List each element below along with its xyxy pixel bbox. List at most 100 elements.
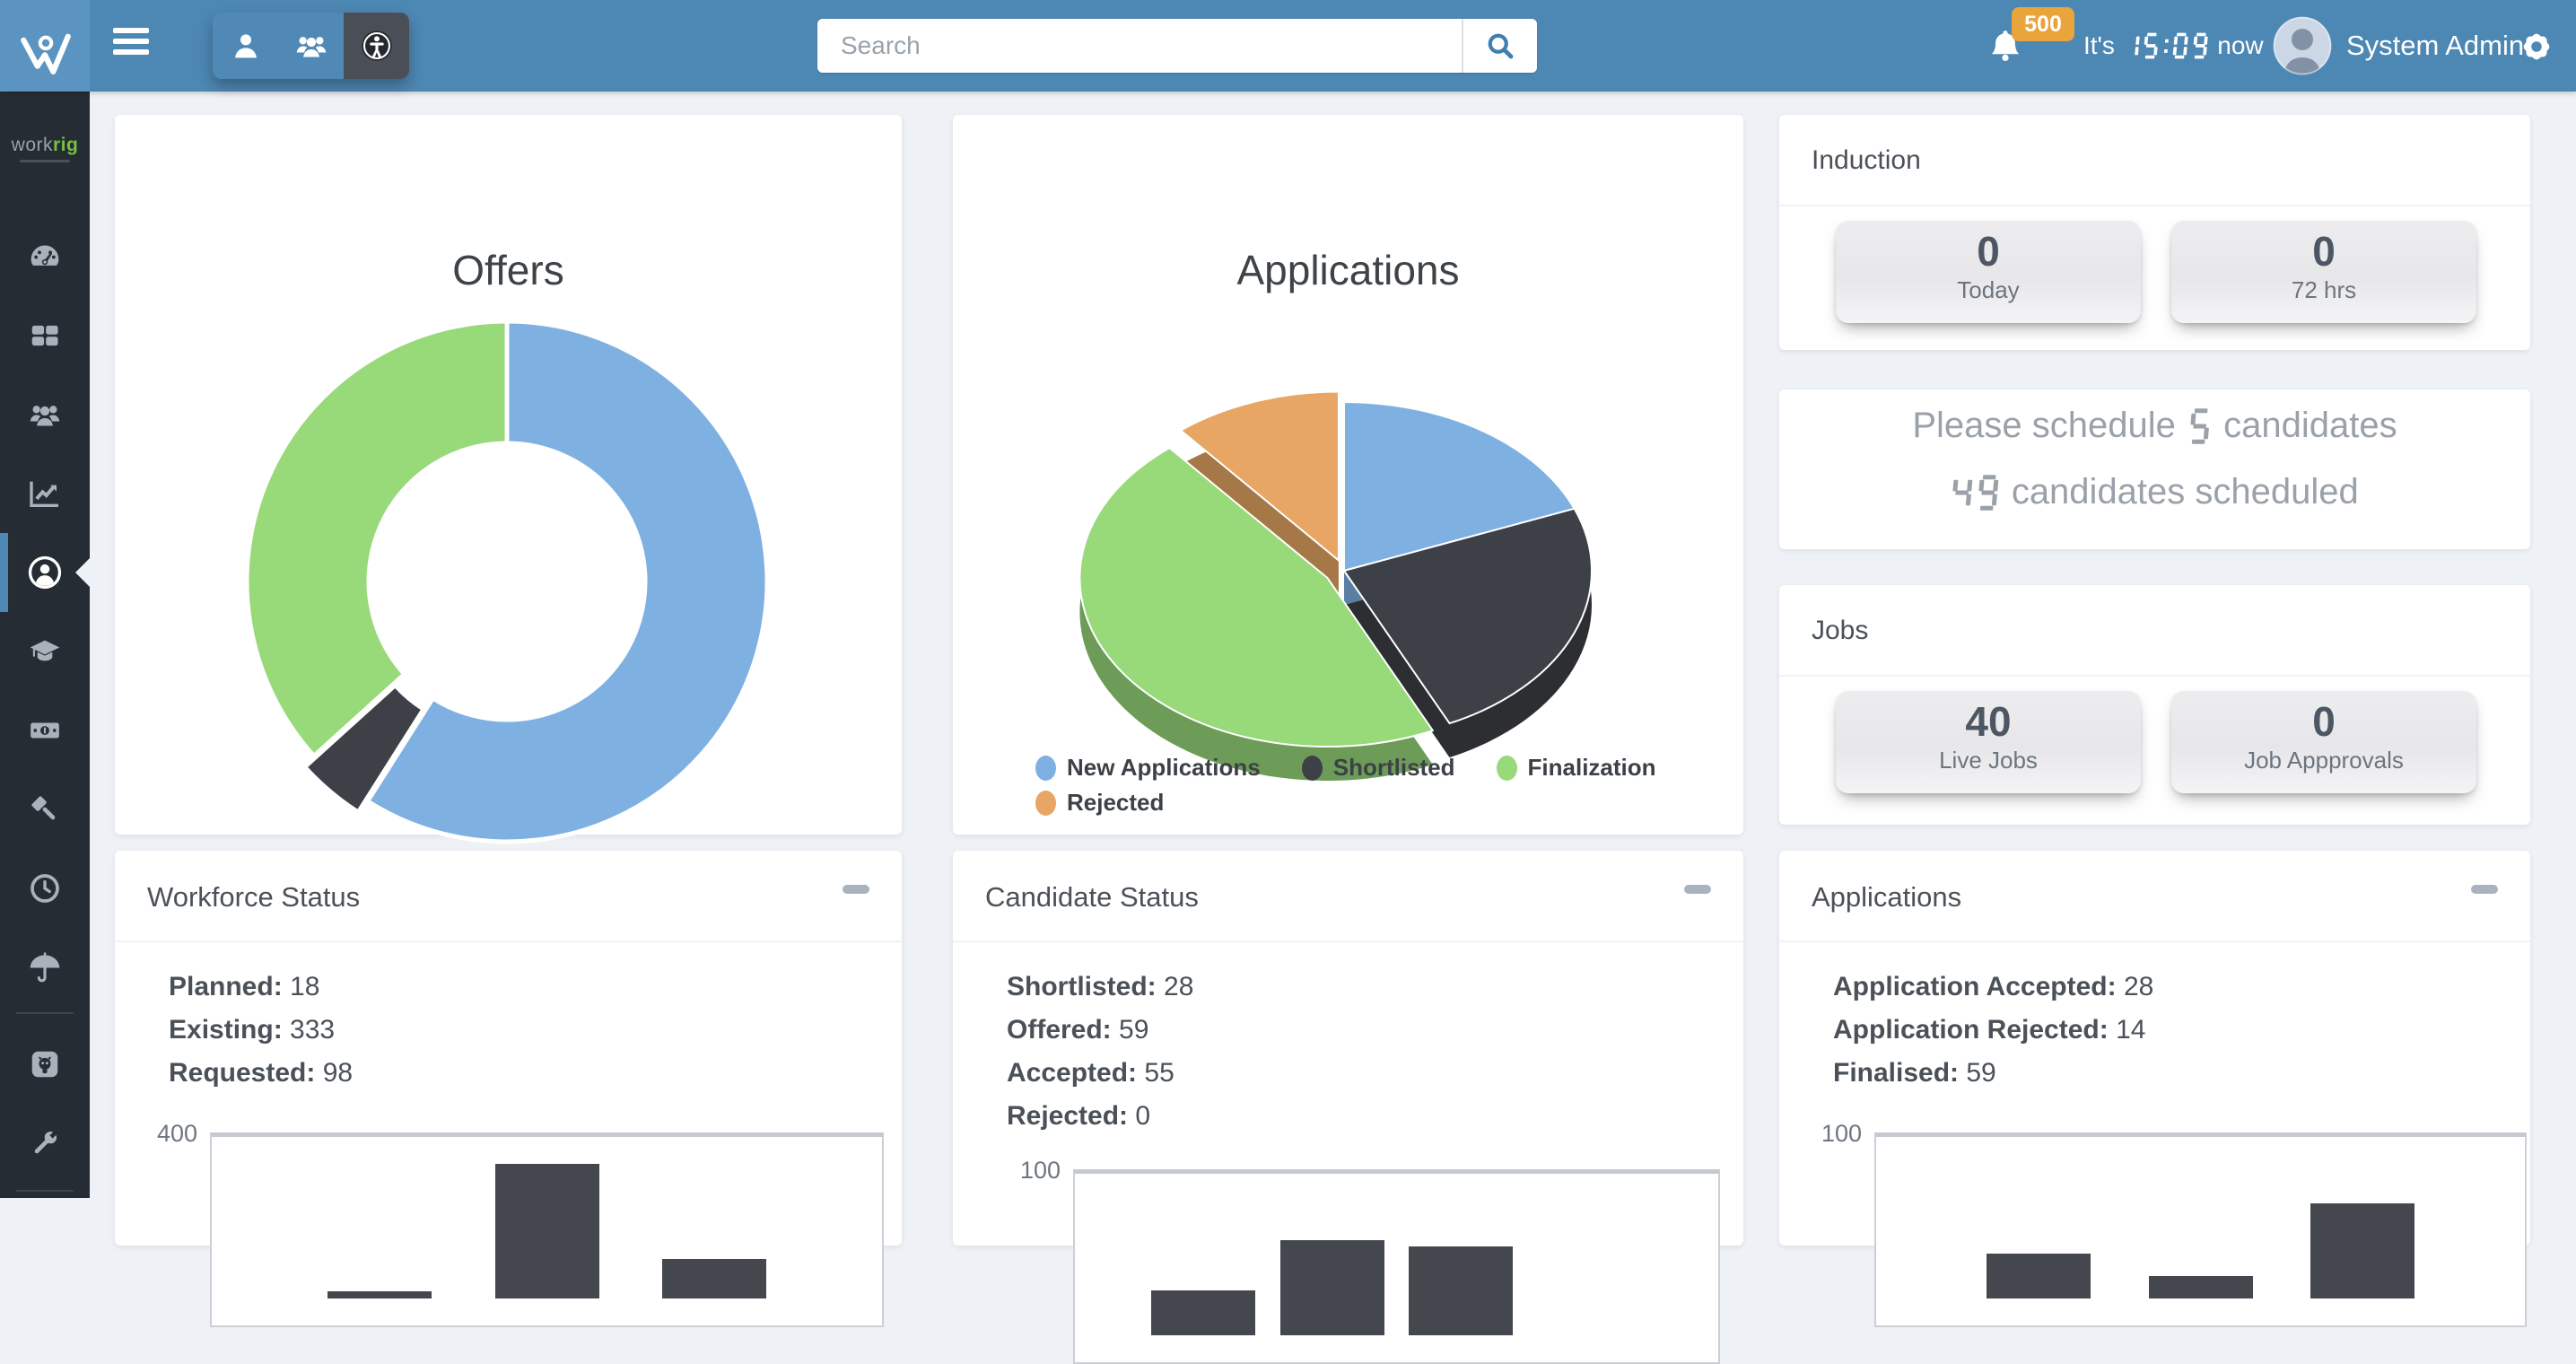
gear-icon: [2523, 33, 2550, 60]
collapse-button[interactable]: [2471, 885, 2498, 894]
sidebar: workrig: [0, 92, 90, 1198]
applications-bar-chart[interactable]: [1874, 1132, 2527, 1327]
legend-label: Rejected: [1067, 789, 1165, 816]
applications-status-title: Applications: [1812, 881, 1962, 913]
offers-donut-chart[interactable]: [115, 303, 902, 860]
sidebar-item-employees[interactable]: [0, 375, 90, 454]
applications-stats: Application Accepted: 28 Application Rej…: [1833, 966, 2153, 1095]
legend-label: New Applications: [1067, 754, 1261, 781]
bar-Existing[interactable]: [494, 1164, 599, 1298]
stat-line: Existing: 333: [169, 1009, 353, 1052]
time-suffix: now: [2217, 31, 2264, 59]
stat-value: 14: [2116, 1015, 2146, 1045]
bar-Accepted[interactable]: [1409, 1246, 1514, 1335]
legend-swatch: [1496, 755, 1517, 781]
notification-count-badge: 500: [2012, 7, 2074, 41]
legend-label: Finalization: [1527, 754, 1656, 781]
schedule-text: Please schedule: [1912, 406, 2176, 445]
tile-value: 0: [1977, 228, 2000, 275]
group-view-button[interactable]: [278, 13, 344, 79]
menu-toggle-button[interactable]: [113, 28, 151, 64]
stat-value: 0: [1135, 1101, 1151, 1131]
stat-label: Rejected:: [1007, 1101, 1129, 1131]
stat-value: 28: [1164, 972, 1194, 1001]
stat-line: Shortlisted: 28: [1007, 966, 1193, 1009]
tile-label: 72 hrs: [2291, 276, 2357, 303]
search-bar: [817, 19, 1537, 73]
y-axis-tick: 400: [156, 1120, 197, 1147]
sidebar-item-leave[interactable]: [0, 928, 90, 1007]
logo-tagline: [20, 160, 70, 162]
stat-value: 333: [290, 1015, 336, 1045]
sidebar-item-modules[interactable]: [0, 296, 90, 375]
users-icon: [30, 406, 60, 426]
github-icon: [31, 1051, 58, 1078]
sidebar-item-time[interactable]: [0, 849, 90, 928]
sidebar-item-payroll[interactable]: [0, 691, 90, 770]
induction-72hrs-tile[interactable]: 0 72 hrs: [2171, 221, 2476, 323]
app-logo[interactable]: [0, 0, 90, 92]
stat-label: Requested:: [169, 1058, 316, 1088]
jobs-title: Jobs: [1812, 616, 1869, 645]
sidebar-item-recruitment-active[interactable]: [0, 533, 90, 612]
legend-item[interactable]: Rejected: [1035, 789, 1164, 817]
candidate-bar-chart[interactable]: [1073, 1169, 1720, 1364]
legend-item[interactable]: Finalization: [1496, 754, 1656, 782]
logo-text-green: rig: [53, 135, 79, 155]
single-user-view-button[interactable]: [213, 13, 278, 79]
stat-line: Application Accepted: 28: [1833, 966, 2153, 1009]
accessibility-view-button[interactable]: [344, 13, 409, 79]
bar-Application Accepted[interactable]: [1986, 1253, 2091, 1298]
collapse-button[interactable]: [1684, 885, 1711, 894]
workforce-bar-chart[interactable]: [210, 1132, 884, 1327]
bar-Offered[interactable]: [1279, 1239, 1384, 1335]
stat-value: 55: [1144, 1058, 1174, 1088]
banknote-icon: [31, 722, 59, 739]
sidebar-item-github[interactable]: [0, 1025, 90, 1104]
sidebar-logo[interactable]: workrig: [0, 135, 90, 162]
bar-Application Rejected[interactable]: [2148, 1275, 2253, 1298]
accessibility-icon: [361, 31, 392, 61]
sidebar-item-training[interactable]: [0, 612, 90, 691]
sidebar-item-reports[interactable]: [0, 454, 90, 533]
top-navbar: 500 It's now System Admin: [0, 0, 2576, 92]
stat-line: Rejected: 0: [1007, 1095, 1193, 1138]
collapse-button[interactable]: [843, 885, 869, 894]
legend-item[interactable]: New Applications: [1035, 754, 1261, 782]
legend-item[interactable]: Shortlisted: [1301, 754, 1455, 782]
bar-Planned[interactable]: [327, 1290, 432, 1298]
settings-button[interactable]: [2516, 26, 2557, 67]
bar-Requested[interactable]: [662, 1258, 767, 1298]
sidebar-item-tools[interactable]: [0, 1104, 90, 1183]
hamburger-icon: [113, 28, 151, 55]
stat-value: 59: [1966, 1058, 1996, 1088]
search-button[interactable]: [1462, 19, 1537, 73]
dashboard-gauge-icon: [31, 245, 59, 266]
candidate-title: Candidate Status: [985, 881, 1199, 913]
schedule-line-1: Please schedule candidates: [1779, 406, 2530, 446]
search-input[interactable]: [817, 19, 1462, 73]
sidebar-item-compliance[interactable]: [0, 770, 90, 849]
applications-pie-chart[interactable]: [953, 303, 1743, 860]
chart-line-icon: [30, 481, 58, 507]
user-menu[interactable]: System Admin: [2273, 0, 2524, 92]
live-jobs-tile[interactable]: 40 Live Jobs: [1836, 691, 2141, 793]
induction-today-tile[interactable]: 0 Today: [1836, 221, 2141, 323]
clock-icon: [31, 874, 59, 903]
umbrella-icon: [30, 952, 60, 983]
job-approvals-tile[interactable]: 0 Job Appprovals: [2171, 691, 2476, 793]
schedule-text: candidates scheduled: [2011, 472, 2359, 512]
induction-title: Induction: [1812, 145, 1921, 175]
offers-title: Offers: [452, 247, 564, 293]
wrench-icon: [34, 1131, 57, 1154]
bar-Finalised[interactable]: [2310, 1202, 2415, 1298]
sidebar-item-dashboard[interactable]: [0, 217, 90, 296]
stat-line: Finalised: 59: [1833, 1052, 2153, 1095]
tile-value: 0: [2312, 698, 2336, 745]
divider: [1779, 205, 2530, 206]
tile-label: Live Jobs: [1939, 747, 2038, 774]
offers-panel: Offers Required Offered Accepted Rejecte…: [115, 115, 902, 898]
bar-Shortlisted[interactable]: [1151, 1290, 1256, 1335]
y-axis-tick: 100: [1821, 1120, 1862, 1147]
